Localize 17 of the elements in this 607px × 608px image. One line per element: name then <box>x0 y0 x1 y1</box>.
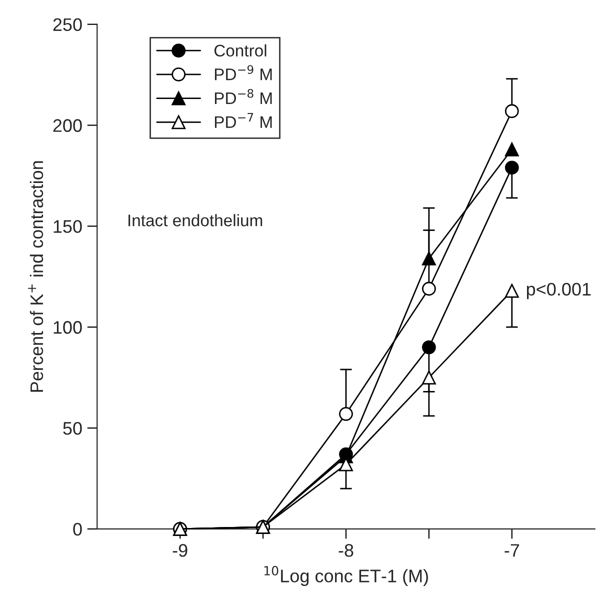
legend-label: PD$^{−9}$ M <box>214 65 272 80</box>
legend-label: PD$^{−8}$ M <box>214 88 272 104</box>
y-tick-label: 150 <box>54 220 82 233</box>
legend-label: Control <box>214 44 266 57</box>
y-axis-title: Percent of K$^{+}$ ind contraction <box>28 161 44 392</box>
x-tick-label: -8 <box>338 544 354 557</box>
annotation: Intact endothelium <box>128 214 262 226</box>
y-tick-label: 250 <box>53 18 82 32</box>
x-tick-label: -9 <box>172 544 188 557</box>
annotation: p<0.001 <box>526 282 591 300</box>
x-tick-label: -7 <box>504 544 520 557</box>
y-tick-label: 0 <box>73 522 82 536</box>
y-tick-label: 100 <box>54 321 82 334</box>
y-tick-label: 200 <box>53 119 82 132</box>
legend-label: PD$^{−7}$ M <box>214 113 272 128</box>
x-axis-title: $^{10}$Log conc ET-1 (M) <box>264 566 428 586</box>
y-tick-label: 50 <box>63 422 82 435</box>
